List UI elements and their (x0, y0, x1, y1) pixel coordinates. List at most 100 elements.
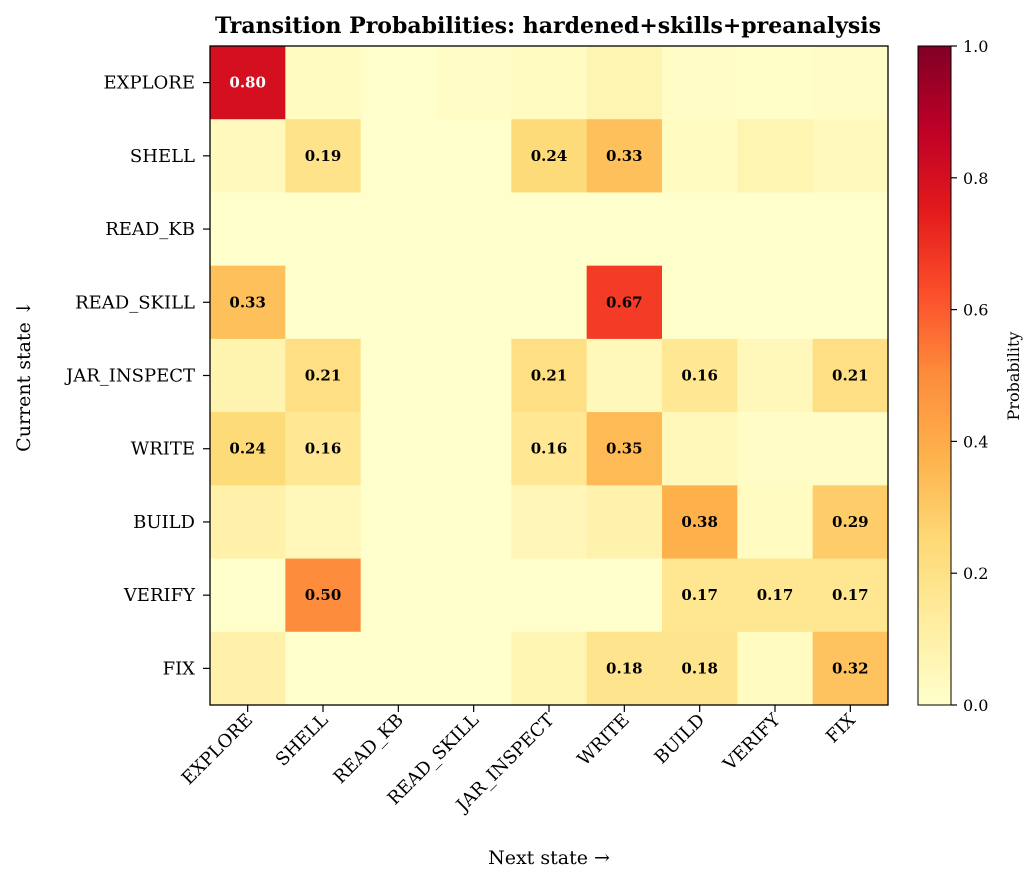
heatmap-cell (662, 265, 738, 340)
heatmap-cell (210, 558, 286, 633)
heatmap-cell (436, 485, 512, 560)
x-tick-label: VERIFY (719, 709, 786, 776)
y-tick-label: READ_KB (105, 219, 195, 240)
heatmap-cell (285, 46, 362, 120)
x-tick-label: BUILD (651, 710, 710, 769)
heatmap-cell (285, 265, 362, 340)
heatmap-cell (737, 192, 814, 267)
heatmap-cell (360, 412, 437, 486)
heatmap-cell (586, 192, 663, 267)
heatmap-cell (812, 631, 889, 706)
x-axis-ticks: EXPLORE SHELLREAD_KBREAD_SKILLJAR_INSPECT… (178, 705, 860, 817)
heatmap-cell (436, 265, 512, 340)
heatmap-cell (586, 558, 663, 633)
heatmap-cell (210, 46, 286, 120)
heatmap-cell (662, 485, 738, 560)
heatmap-cell (360, 558, 437, 633)
heatmap-cell (812, 46, 889, 120)
cell-annotation: 0.16 (305, 440, 342, 458)
heatmap-cell (360, 338, 437, 413)
cell-annotation: 0.67 (606, 293, 643, 311)
cell-annotation: 0.17 (681, 586, 718, 604)
heatmap-cell (210, 338, 286, 413)
heatmap-cell (812, 412, 889, 486)
colorbar-tick-label: 0.6 (963, 301, 988, 320)
heatmap-cell (812, 119, 889, 194)
heatmap-cell (737, 412, 814, 486)
heatmap-cell (436, 558, 512, 633)
x-tick-label: FIX (822, 710, 860, 748)
colorbar-tick-label: 0.4 (963, 432, 988, 451)
x-tick-label: EXPLORE (178, 710, 258, 790)
colorbar-tick-label: 0.8 (963, 169, 988, 188)
cell-annotation: 0.21 (305, 367, 342, 385)
cell-annotation: 0.35 (606, 440, 643, 458)
cell-annotation: 0.24 (531, 147, 568, 165)
y-tick-label: SHELL (130, 146, 195, 167)
heatmap-cell (210, 485, 286, 560)
y-tick-label: READ_SKILL (75, 292, 195, 313)
y-tick-label: EXPLORE (104, 73, 195, 94)
heatmap-cell (285, 338, 362, 413)
heatmap-cell (662, 412, 738, 486)
cell-annotation: 0.17 (757, 586, 794, 604)
heatmap-cell (662, 558, 738, 633)
heatmap-cell (737, 558, 814, 633)
heatmap-cell (737, 631, 814, 706)
cell-annotation: 0.50 (305, 586, 342, 604)
x-tick-label: SHELL (272, 710, 333, 771)
heatmap-cell (737, 119, 814, 194)
cell-annotation: 0.80 (229, 74, 266, 92)
heatmap-cell (285, 631, 362, 706)
heatmap-cell (812, 265, 889, 340)
cell-annotation: 0.24 (229, 440, 266, 458)
cell-annotation: 0.16 (531, 440, 568, 458)
cell-annotation: 0.16 (681, 367, 718, 385)
heatmap-cell (662, 338, 738, 413)
heatmap-cell (285, 558, 362, 633)
heatmap-cell (511, 485, 588, 560)
heatmap-cell (662, 119, 738, 194)
heatmap-cell (586, 119, 663, 194)
x-tick-label: READ_KB (330, 710, 408, 788)
heatmap-cell (360, 192, 437, 267)
heatmap-cell (737, 46, 814, 120)
heatmap-cell (737, 485, 814, 560)
heatmap-cell (586, 46, 663, 120)
x-axis-label: Next state → (488, 847, 610, 869)
cell-annotation: 0.21 (531, 367, 568, 385)
y-axis-ticks: EXPLORE SHELL READ_KB READ_SKILL JAR_INSPECT… (64, 73, 210, 679)
heatmap-cell (436, 46, 512, 120)
colorbar-tick-label: 1.0 (963, 37, 988, 56)
heatmap-cell (737, 265, 814, 340)
heatmap-cell (360, 119, 437, 194)
heatmap-cell (285, 485, 362, 560)
heatmap-cell (436, 338, 512, 413)
heatmap-cell (360, 485, 437, 560)
heatmap-cell (210, 412, 286, 486)
heatmap-cell (511, 46, 588, 120)
y-tick-label: VERIFY (123, 585, 196, 606)
x-tick-label: WRITE (574, 710, 634, 770)
heatmap-cells (210, 46, 889, 706)
heatmap-cell (210, 631, 286, 706)
heatmap-cell (210, 119, 286, 194)
colorbar (917, 45, 952, 706)
heatmap-cell (511, 338, 588, 413)
heatmap-cell (436, 412, 512, 486)
heatmap-cell (285, 192, 362, 267)
heatmap-cell (662, 631, 738, 706)
heatmap-cell (586, 265, 663, 340)
heatmap-cell (360, 631, 437, 706)
heatmap-cell (662, 46, 738, 120)
colorbar-ticks: 0.0 0.2 0.4 0.6 0.8 1.0 (951, 37, 988, 715)
heatmap-cell (436, 119, 512, 194)
heatmap-cell (511, 265, 588, 340)
heatmap-cell (812, 338, 889, 413)
y-axis-label: Current state ↓ (13, 300, 35, 452)
heatmap-cell (812, 558, 889, 633)
heatmap-cell (812, 192, 889, 267)
cell-annotation: 0.19 (305, 147, 342, 165)
y-tick-label: FIX (163, 658, 196, 679)
heatmap-cell (360, 46, 437, 120)
